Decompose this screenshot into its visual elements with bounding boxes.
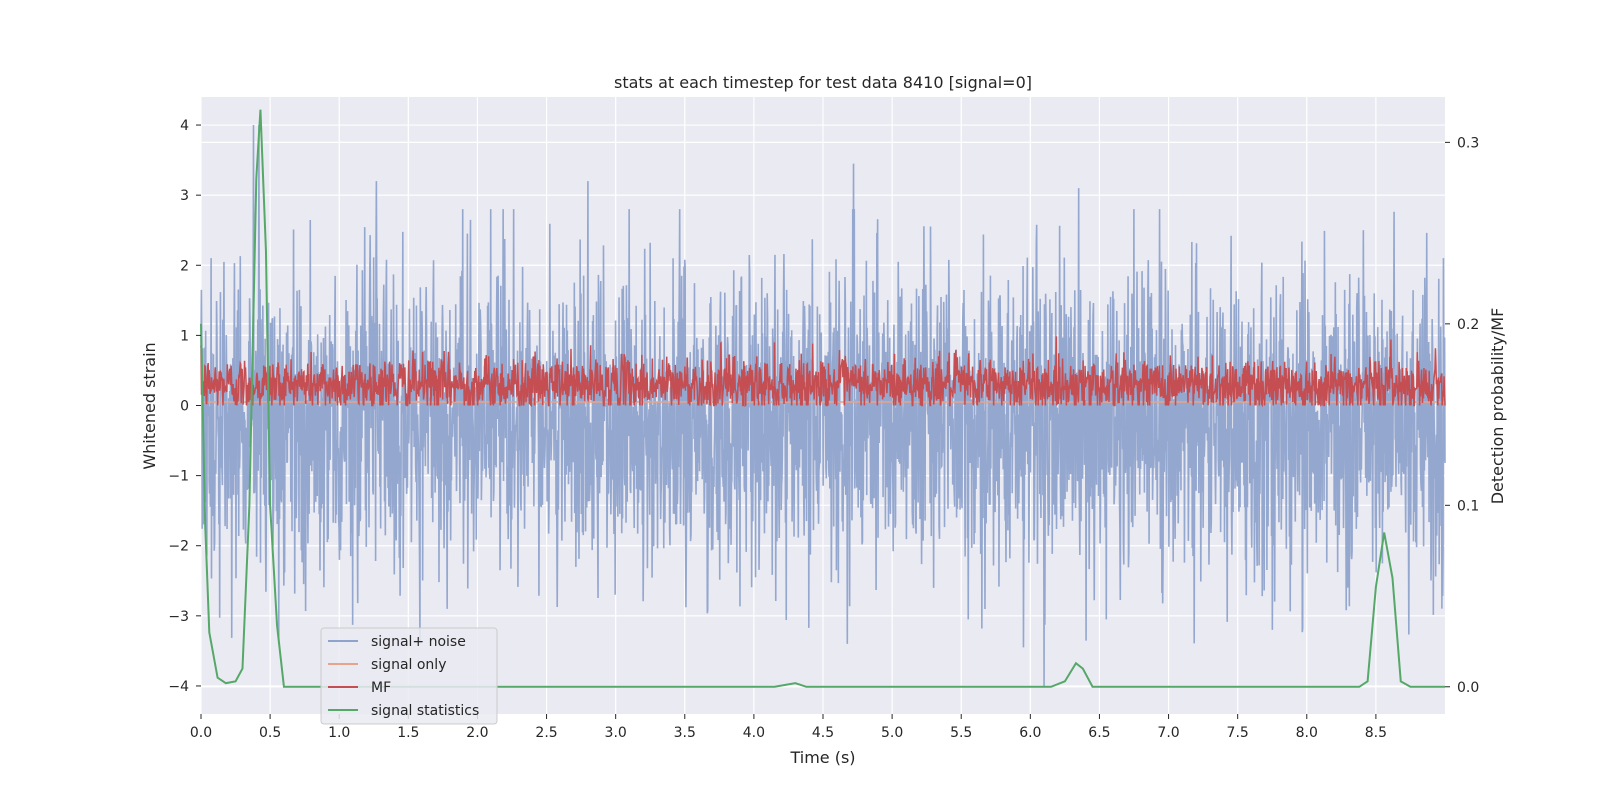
- x-tick-label: 0.5: [259, 725, 281, 741]
- x-tick-label: 3.5: [674, 725, 696, 741]
- y-right-tick-label: 0.1: [1457, 498, 1479, 514]
- x-tick-label: 8.0: [1296, 725, 1318, 741]
- y-left-tick-label: 4: [180, 118, 189, 134]
- legend-label-signal-statistics: signal statistics: [371, 703, 479, 719]
- y-left-tick-label: 3: [180, 188, 189, 204]
- chart-title: stats at each timestep for test data 841…: [614, 73, 1032, 92]
- x-tick-label: 3.0: [605, 725, 627, 741]
- signal-statistics-series: [200, 109, 1445, 688]
- mf-series: [200, 336, 1446, 408]
- y-right-tick-label: 0.3: [1457, 135, 1479, 151]
- x-axis-title: Time (s): [789, 748, 855, 767]
- x-tick-label: 6.5: [1088, 725, 1110, 741]
- y-left-tick-label: −3: [168, 609, 189, 625]
- legend-label-mf: MF: [371, 680, 391, 696]
- mf-line: [200, 336, 1446, 408]
- x-tick-label: 4.0: [743, 725, 765, 741]
- x-tick-label: 0.0: [190, 725, 212, 741]
- y-right-axis-ticks: 0.3 0.2 0.1 0.0: [1445, 135, 1479, 696]
- legend-label-signal-only: signal only: [371, 657, 446, 673]
- x-tick-label: 1.0: [328, 725, 350, 741]
- x-tick-label: 5.0: [881, 725, 903, 741]
- legend: signal+ noise signal only MF signal stat…: [320, 627, 498, 725]
- x-tick-label: 2.5: [535, 725, 557, 741]
- x-tick-label: 4.5: [812, 725, 834, 741]
- y-left-tick-label: 1: [180, 328, 189, 344]
- legend-label-signal-noise: signal+ noise: [371, 634, 466, 650]
- legend-box: [320, 627, 498, 725]
- x-tick-label: 5.5: [950, 725, 972, 741]
- x-tick-label: 6.0: [1019, 725, 1041, 741]
- y-left-axis-title: Whitened strain: [140, 342, 159, 469]
- y-left-tick-label: −2: [168, 539, 189, 555]
- x-axis-ticks: 0.0 0.5 1.0 1.5 2.0 2.5 3.0 3.5 4.0 4.5 5.0 5.5 6.0 6…: [190, 714, 1387, 741]
- y-left-tick-label: 2: [180, 258, 189, 274]
- x-tick-label: 8.5: [1365, 725, 1387, 741]
- x-tick-label: 7.0: [1157, 725, 1179, 741]
- y-left-tick-label: −1: [168, 469, 189, 485]
- y-left-axis-ticks: 4 3 2 1 0 −1 −2 −3 −4: [168, 118, 201, 695]
- x-tick-label: 2.0: [466, 725, 488, 741]
- y-right-tick-label: 0.0: [1457, 680, 1479, 696]
- y-left-tick-label: −4: [168, 679, 189, 695]
- y-left-tick-label: 0: [180, 399, 189, 415]
- x-tick-label: 7.5: [1227, 725, 1249, 741]
- x-tick-label: 1.5: [397, 725, 419, 741]
- signal-statistics-line: [200, 109, 1445, 688]
- y-right-axis-title: Detection probability/MF: [1488, 308, 1507, 505]
- y-right-tick-label: 0.2: [1457, 317, 1479, 333]
